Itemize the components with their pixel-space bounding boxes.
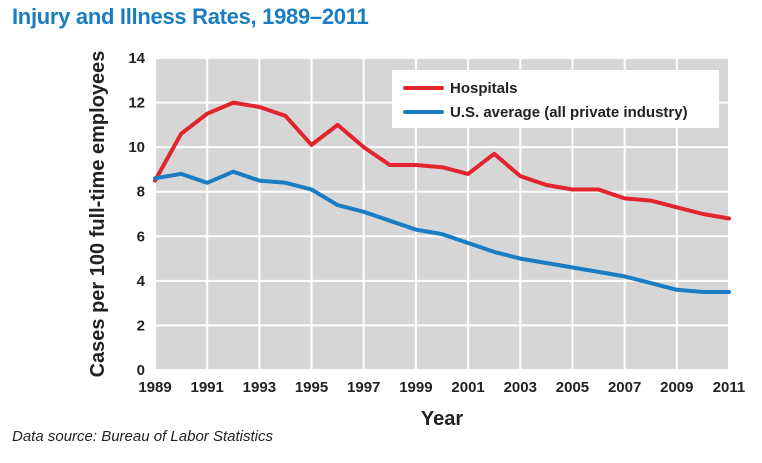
x-tick-label: 2011 <box>713 379 746 396</box>
x-tick-label: 1997 <box>347 379 380 396</box>
x-tick-label: 2005 <box>556 379 589 396</box>
x-tick-label: 2009 <box>660 379 693 396</box>
legend-box <box>392 70 719 128</box>
legend: Hospitals U.S. average (all private indus… <box>392 70 719 128</box>
chart-title: Injury and Illness Rates, 1989–2011 <box>12 4 369 29</box>
x-tick-label: 2007 <box>608 379 641 396</box>
x-tick-label: 1991 <box>190 379 223 396</box>
x-axis-title: Year <box>421 408 463 430</box>
x-tick-label: 1989 <box>138 379 171 396</box>
y-tick-label: 10 <box>128 139 145 156</box>
x-tick-labels: 1989 1991 1993 1995 1997 1999 2001 2003 2005 2007… <box>138 379 745 396</box>
series-layer <box>153 100 731 294</box>
y-tick-label: 14 <box>128 50 145 67</box>
y-tick-label: 8 <box>137 184 145 201</box>
legend-label-hospitals: Hospitals <box>450 80 518 97</box>
y-tick-label: 6 <box>137 228 145 245</box>
y-axis-title: Cases per 100 full-time employees <box>87 51 109 378</box>
y-tick-label: 4 <box>137 273 146 290</box>
x-tick-label: 1995 <box>295 379 328 396</box>
y-tick-label: 12 <box>128 95 145 112</box>
series-line-hospitals <box>153 100 731 221</box>
x-tick-label: 2001 <box>451 379 484 396</box>
legend-label-us-average: U.S. average (all private industry) <box>450 104 688 121</box>
x-tick-label: 1999 <box>399 379 432 396</box>
y-tick-label: 2 <box>137 317 145 334</box>
y-tick-label: 0 <box>137 362 145 379</box>
data-source-note: Data source: Bureau of Labor Statistics <box>12 428 273 445</box>
y-tick-labels: 0 2 4 6 8 10 12 14 <box>128 50 145 379</box>
x-tick-label: 1993 <box>243 379 276 396</box>
series-line-us-average <box>153 169 731 294</box>
x-tick-label: 2003 <box>504 379 537 396</box>
